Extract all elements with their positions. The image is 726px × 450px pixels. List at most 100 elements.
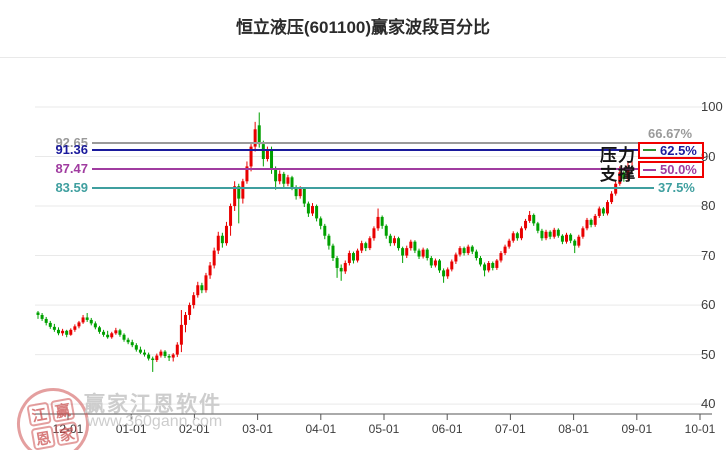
candle-body xyxy=(593,215,597,225)
candle-body xyxy=(220,235,224,244)
candle-body xyxy=(163,351,167,357)
candle-body xyxy=(257,125,261,145)
candle-body xyxy=(52,326,56,330)
x-axis-tick-label: 09-01 xyxy=(621,422,653,436)
y-axis-tick-label: 50 xyxy=(701,346,716,362)
candle-body xyxy=(196,285,200,296)
y-axis-tick-label: 70 xyxy=(701,247,716,263)
candle-body xyxy=(323,225,327,236)
candle-body xyxy=(290,177,294,188)
candle-body xyxy=(458,248,462,255)
candle-body xyxy=(417,250,421,257)
candle-body xyxy=(56,329,60,334)
x-axis-tick-label: 10-01 xyxy=(684,422,716,436)
candle-body xyxy=(605,202,609,214)
candle-body xyxy=(110,333,114,338)
candle-body xyxy=(61,330,65,334)
candle-body xyxy=(552,229,556,237)
candle-body xyxy=(392,238,396,244)
candle-body xyxy=(65,330,69,335)
candle-body xyxy=(89,319,93,324)
candle-body xyxy=(93,323,97,328)
candle-body xyxy=(118,330,122,335)
candle-body xyxy=(507,240,511,247)
candle-body xyxy=(48,322,52,327)
candle-body xyxy=(229,206,233,226)
candle-body xyxy=(556,229,560,236)
candle-body xyxy=(450,261,454,270)
candle-body xyxy=(372,228,376,239)
level-dash-icon xyxy=(643,168,656,171)
candle-body xyxy=(442,270,446,277)
percent-label: 66.67% xyxy=(648,126,693,142)
candle-body xyxy=(249,146,253,167)
page-title: 恒立液压(601100)赢家波段百分比 xyxy=(235,18,491,37)
candle-body xyxy=(306,203,310,214)
candle-body xyxy=(192,295,196,306)
candle-body xyxy=(511,233,515,241)
candle-body xyxy=(44,318,48,323)
candle-body xyxy=(470,246,474,252)
candle-body xyxy=(200,285,204,291)
candle-body xyxy=(171,354,175,358)
candle-body xyxy=(519,228,523,239)
candle-body xyxy=(159,351,163,356)
candle-body xyxy=(483,264,487,271)
candle-body xyxy=(474,251,478,259)
candle-body xyxy=(73,326,77,330)
candle-body xyxy=(233,186,237,207)
candle-body xyxy=(589,219,593,225)
stamp-char: 家 xyxy=(54,420,80,447)
candle-body xyxy=(499,253,503,261)
candle-body xyxy=(122,334,126,340)
candle-body xyxy=(429,258,433,266)
candle-body xyxy=(495,260,499,268)
candle-body xyxy=(573,240,577,246)
candle-body xyxy=(503,246,507,254)
level-line xyxy=(92,168,638,171)
candle-body xyxy=(536,223,540,231)
candle-body xyxy=(106,334,110,338)
candle-body xyxy=(388,235,392,244)
level-value-label: 91.36 xyxy=(55,141,88,157)
candle-body xyxy=(368,238,372,249)
candle-body xyxy=(601,208,605,214)
candle-body xyxy=(81,317,85,323)
candle-body xyxy=(335,258,339,268)
title-divider xyxy=(0,57,726,58)
level-value-label: 92.65 xyxy=(55,135,88,151)
candle-body xyxy=(126,339,130,343)
candle-body xyxy=(397,238,401,249)
candle-body xyxy=(433,260,437,266)
candle-body xyxy=(315,206,319,219)
candle-body xyxy=(179,324,183,345)
candle-body xyxy=(581,228,585,237)
candle-body xyxy=(188,305,192,315)
support-label: 支撑 xyxy=(600,165,636,185)
candle-body xyxy=(548,231,552,237)
y-axis-tick-label: 90 xyxy=(701,148,716,164)
candle-body xyxy=(524,220,528,229)
candle-body xyxy=(401,248,405,256)
candle-body xyxy=(102,331,106,335)
candle-body xyxy=(224,225,228,244)
candle-body xyxy=(241,181,245,199)
stamp-char: 赢 xyxy=(49,397,76,423)
candle-body xyxy=(540,230,544,239)
candle-body xyxy=(265,149,269,159)
candle-body xyxy=(245,166,249,182)
y-axis-tick-label: 80 xyxy=(701,198,716,214)
candle-body xyxy=(204,275,208,291)
candle-body xyxy=(69,329,73,335)
watermark-brand-text: 赢家江恩软件 xyxy=(84,393,222,416)
percent-label: 37.5% xyxy=(658,180,695,196)
candle-body xyxy=(409,241,413,249)
candle-body xyxy=(77,322,81,327)
candle-body xyxy=(528,214,532,221)
candle-body xyxy=(175,344,179,355)
candle-body xyxy=(618,172,622,184)
candle-body xyxy=(253,129,257,147)
candle-body xyxy=(151,358,155,361)
x-axis-tick-label: 12-01 xyxy=(52,422,84,436)
